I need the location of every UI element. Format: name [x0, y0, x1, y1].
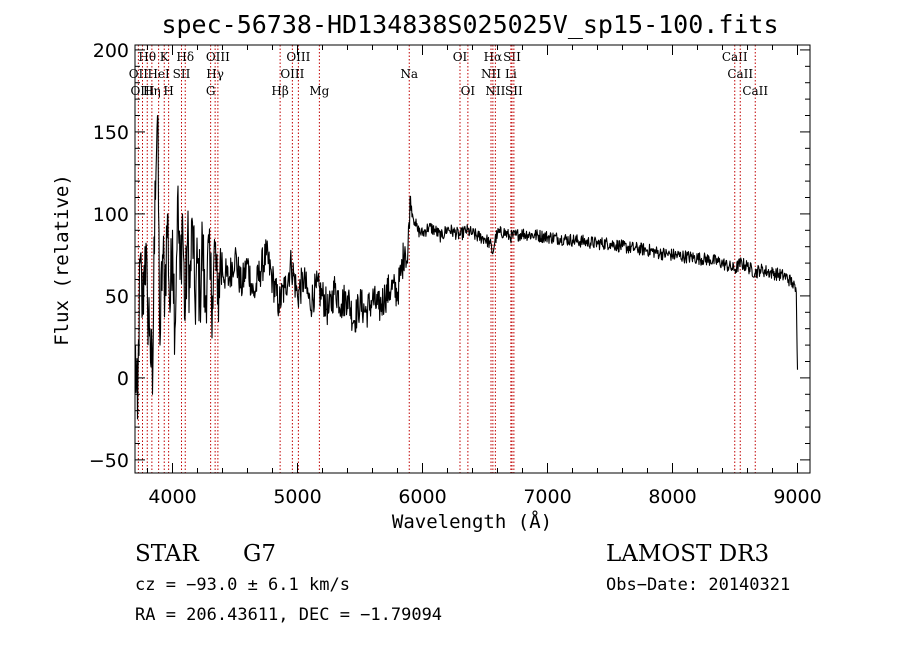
- object-class: STAR: [135, 541, 199, 567]
- marker-label-12: Hβ: [271, 84, 288, 98]
- x-axis-label: Wavelength (Å): [392, 510, 552, 533]
- marker-label-26: CaII: [727, 67, 753, 81]
- marker-label-3: Hη: [143, 84, 161, 98]
- y-tick-label-3: 100: [93, 204, 129, 226]
- x-tick-label-1: 5000: [273, 486, 321, 508]
- y-tick-label-5: 200: [93, 40, 129, 62]
- x-tick-label-0: 4000: [148, 486, 196, 508]
- marker-label-21: NII: [485, 84, 505, 98]
- spectrum-line: [134, 114, 799, 420]
- marker-label-10: Hγ: [206, 67, 224, 81]
- x-axis: 4000 5000 6000 7000 8000 9000: [147, 45, 822, 508]
- survey-name: LAMOST DR3: [606, 541, 769, 567]
- y-tick-label-1: 0: [117, 368, 129, 390]
- marker-label-20: NII: [481, 67, 501, 81]
- y-axis: −50 0 50 100 150 200: [89, 40, 810, 472]
- marker-label-7: SII: [173, 67, 191, 81]
- y-tick-label-0: −50: [89, 450, 129, 472]
- marker-label-16: Na: [400, 67, 418, 81]
- marker-label-5: K: [160, 50, 170, 64]
- object-subclass: G7: [243, 541, 276, 567]
- marker-label-14: OIII: [280, 67, 304, 81]
- redshift-velocity: cz = −93.0 ± 6.1 km/s: [135, 575, 350, 595]
- x-tick-label-4: 8000: [648, 486, 696, 508]
- x-tick-label-5: 9000: [773, 486, 821, 508]
- marker-label-11: G: [206, 84, 216, 98]
- marker-label-6: H: [163, 84, 173, 98]
- marker-label-4: HeI: [147, 67, 170, 81]
- observation-date: Obs−Date: 20140321: [606, 575, 790, 595]
- marker-label-15: Mg: [309, 84, 329, 98]
- x-tick-label-3: 7000: [523, 486, 571, 508]
- y-tick-label-4: 150: [93, 122, 129, 144]
- marker-label-1: OII: [129, 67, 149, 81]
- marker-label-22: SII: [503, 50, 521, 64]
- marker-label-0: Hθ: [138, 50, 156, 64]
- marker-label-8: Hδ: [176, 50, 194, 64]
- chart-title: spec-56738-HD134838S025025V_sp15-100.fit…: [161, 10, 778, 39]
- marker-label-25: CaII: [722, 50, 748, 64]
- x-tick-label-2: 6000: [398, 486, 446, 508]
- marker-label-17: OI: [453, 50, 468, 64]
- marker-label-13: OIII: [286, 50, 310, 64]
- marker-label-24: SII: [505, 84, 523, 98]
- marker-label-2: OIII: [130, 84, 154, 98]
- marker-label-19: Hα: [484, 50, 503, 64]
- coordinates: RA = 206.43611, DEC = −1.79094: [135, 605, 442, 625]
- marker-label-9: OIII: [206, 50, 230, 64]
- marker-label-23: Li: [505, 67, 517, 81]
- spectrum: [134, 114, 799, 420]
- y-tick-label-2: 50: [105, 286, 129, 308]
- marker-label-18: OI: [461, 84, 476, 98]
- marker-label-27: CaII: [742, 84, 768, 98]
- y-axis-label: Flux (relative): [51, 174, 73, 346]
